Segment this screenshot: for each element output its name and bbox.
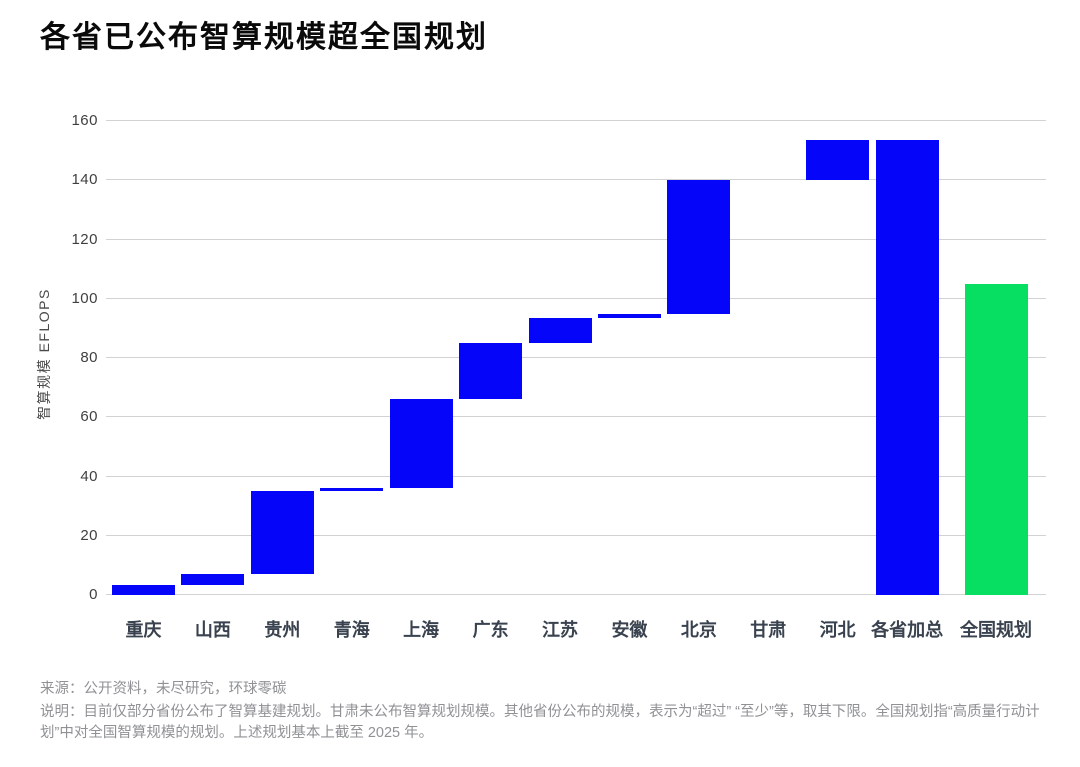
y-tick-label-80: 80	[80, 349, 98, 366]
x-label-北京: 北京	[680, 620, 717, 640]
plot-area	[106, 120, 1046, 595]
bar-重庆	[112, 584, 175, 595]
gridline-y120	[106, 238, 1046, 240]
gridline-y40	[106, 475, 1046, 477]
y-tick-label-140: 140	[71, 171, 98, 189]
gridline-y60	[106, 416, 1046, 418]
bar-广东	[459, 343, 523, 400]
y-tick-label-120: 120	[71, 230, 98, 248]
x-label-甘肃: 甘肃	[750, 620, 787, 640]
x-label-江苏: 江苏	[542, 620, 579, 640]
gridline-y80	[106, 357, 1046, 358]
x-label-广东: 广东	[472, 620, 509, 640]
x-label-青海: 青海	[333, 620, 370, 640]
x-label-贵州: 贵州	[264, 620, 301, 640]
bar-全国规划	[964, 283, 1028, 595]
gridline-y140	[106, 179, 1046, 181]
bar-北京	[667, 180, 731, 314]
source-text: 来源：公开资料，未尽研究，环球零碳	[40, 681, 287, 697]
gridline-y0	[106, 594, 1046, 595]
gridline-y20	[106, 534, 1046, 536]
chart-title: 各省已公布智算规模超全国规划	[40, 21, 488, 54]
x-label-上海: 上海	[403, 620, 440, 640]
gridline-y100	[106, 297, 1046, 299]
y-tick-label-40: 40	[80, 467, 98, 485]
bar-上海	[389, 399, 453, 489]
x-label-重庆: 重庆	[125, 620, 162, 640]
x-label-安徽: 安徽	[611, 620, 648, 640]
bar-河北	[806, 140, 870, 181]
y-tick-label-100: 100	[71, 289, 98, 307]
bar-各省加总	[875, 140, 939, 595]
bar-山西	[181, 574, 245, 585]
x-axis-labels: 重庆 山西 贵州 青海 上海 广东 江苏 安徽 北京 甘肃 河北 各省加总 全国规划	[106, 616, 1046, 646]
y-axis-tick-labels: 0 20 40 60 80 100 120 140 160	[0, 112, 98, 603]
bar-安徽	[597, 313, 661, 319]
x-label-山西: 山西	[194, 620, 231, 640]
bar-青海	[320, 488, 384, 492]
y-tick-label-60: 60	[80, 408, 98, 426]
gridline-y160	[106, 120, 1046, 121]
note-text: 说明：目前仅部分省份公布了智算基建规划。甘肃未公布智算规划规模。其他省份公布的规…	[40, 703, 1040, 742]
x-label-全国规划: 全国规划	[960, 620, 1032, 640]
footer: 来源：公开资料，未尽研究，环球零碳 说明：目前仅部分省份公布了智算基建规划。甘肃…	[40, 679, 1054, 745]
bar-贵州	[250, 491, 314, 575]
bar-江苏	[528, 318, 592, 344]
x-label-各省加总: 各省加总	[871, 620, 944, 640]
y-tick-label-0: 0	[89, 586, 98, 603]
y-tick-label-160: 160	[71, 112, 98, 129]
x-label-河北: 河北	[819, 620, 856, 640]
y-tick-label-20: 20	[80, 526, 98, 544]
